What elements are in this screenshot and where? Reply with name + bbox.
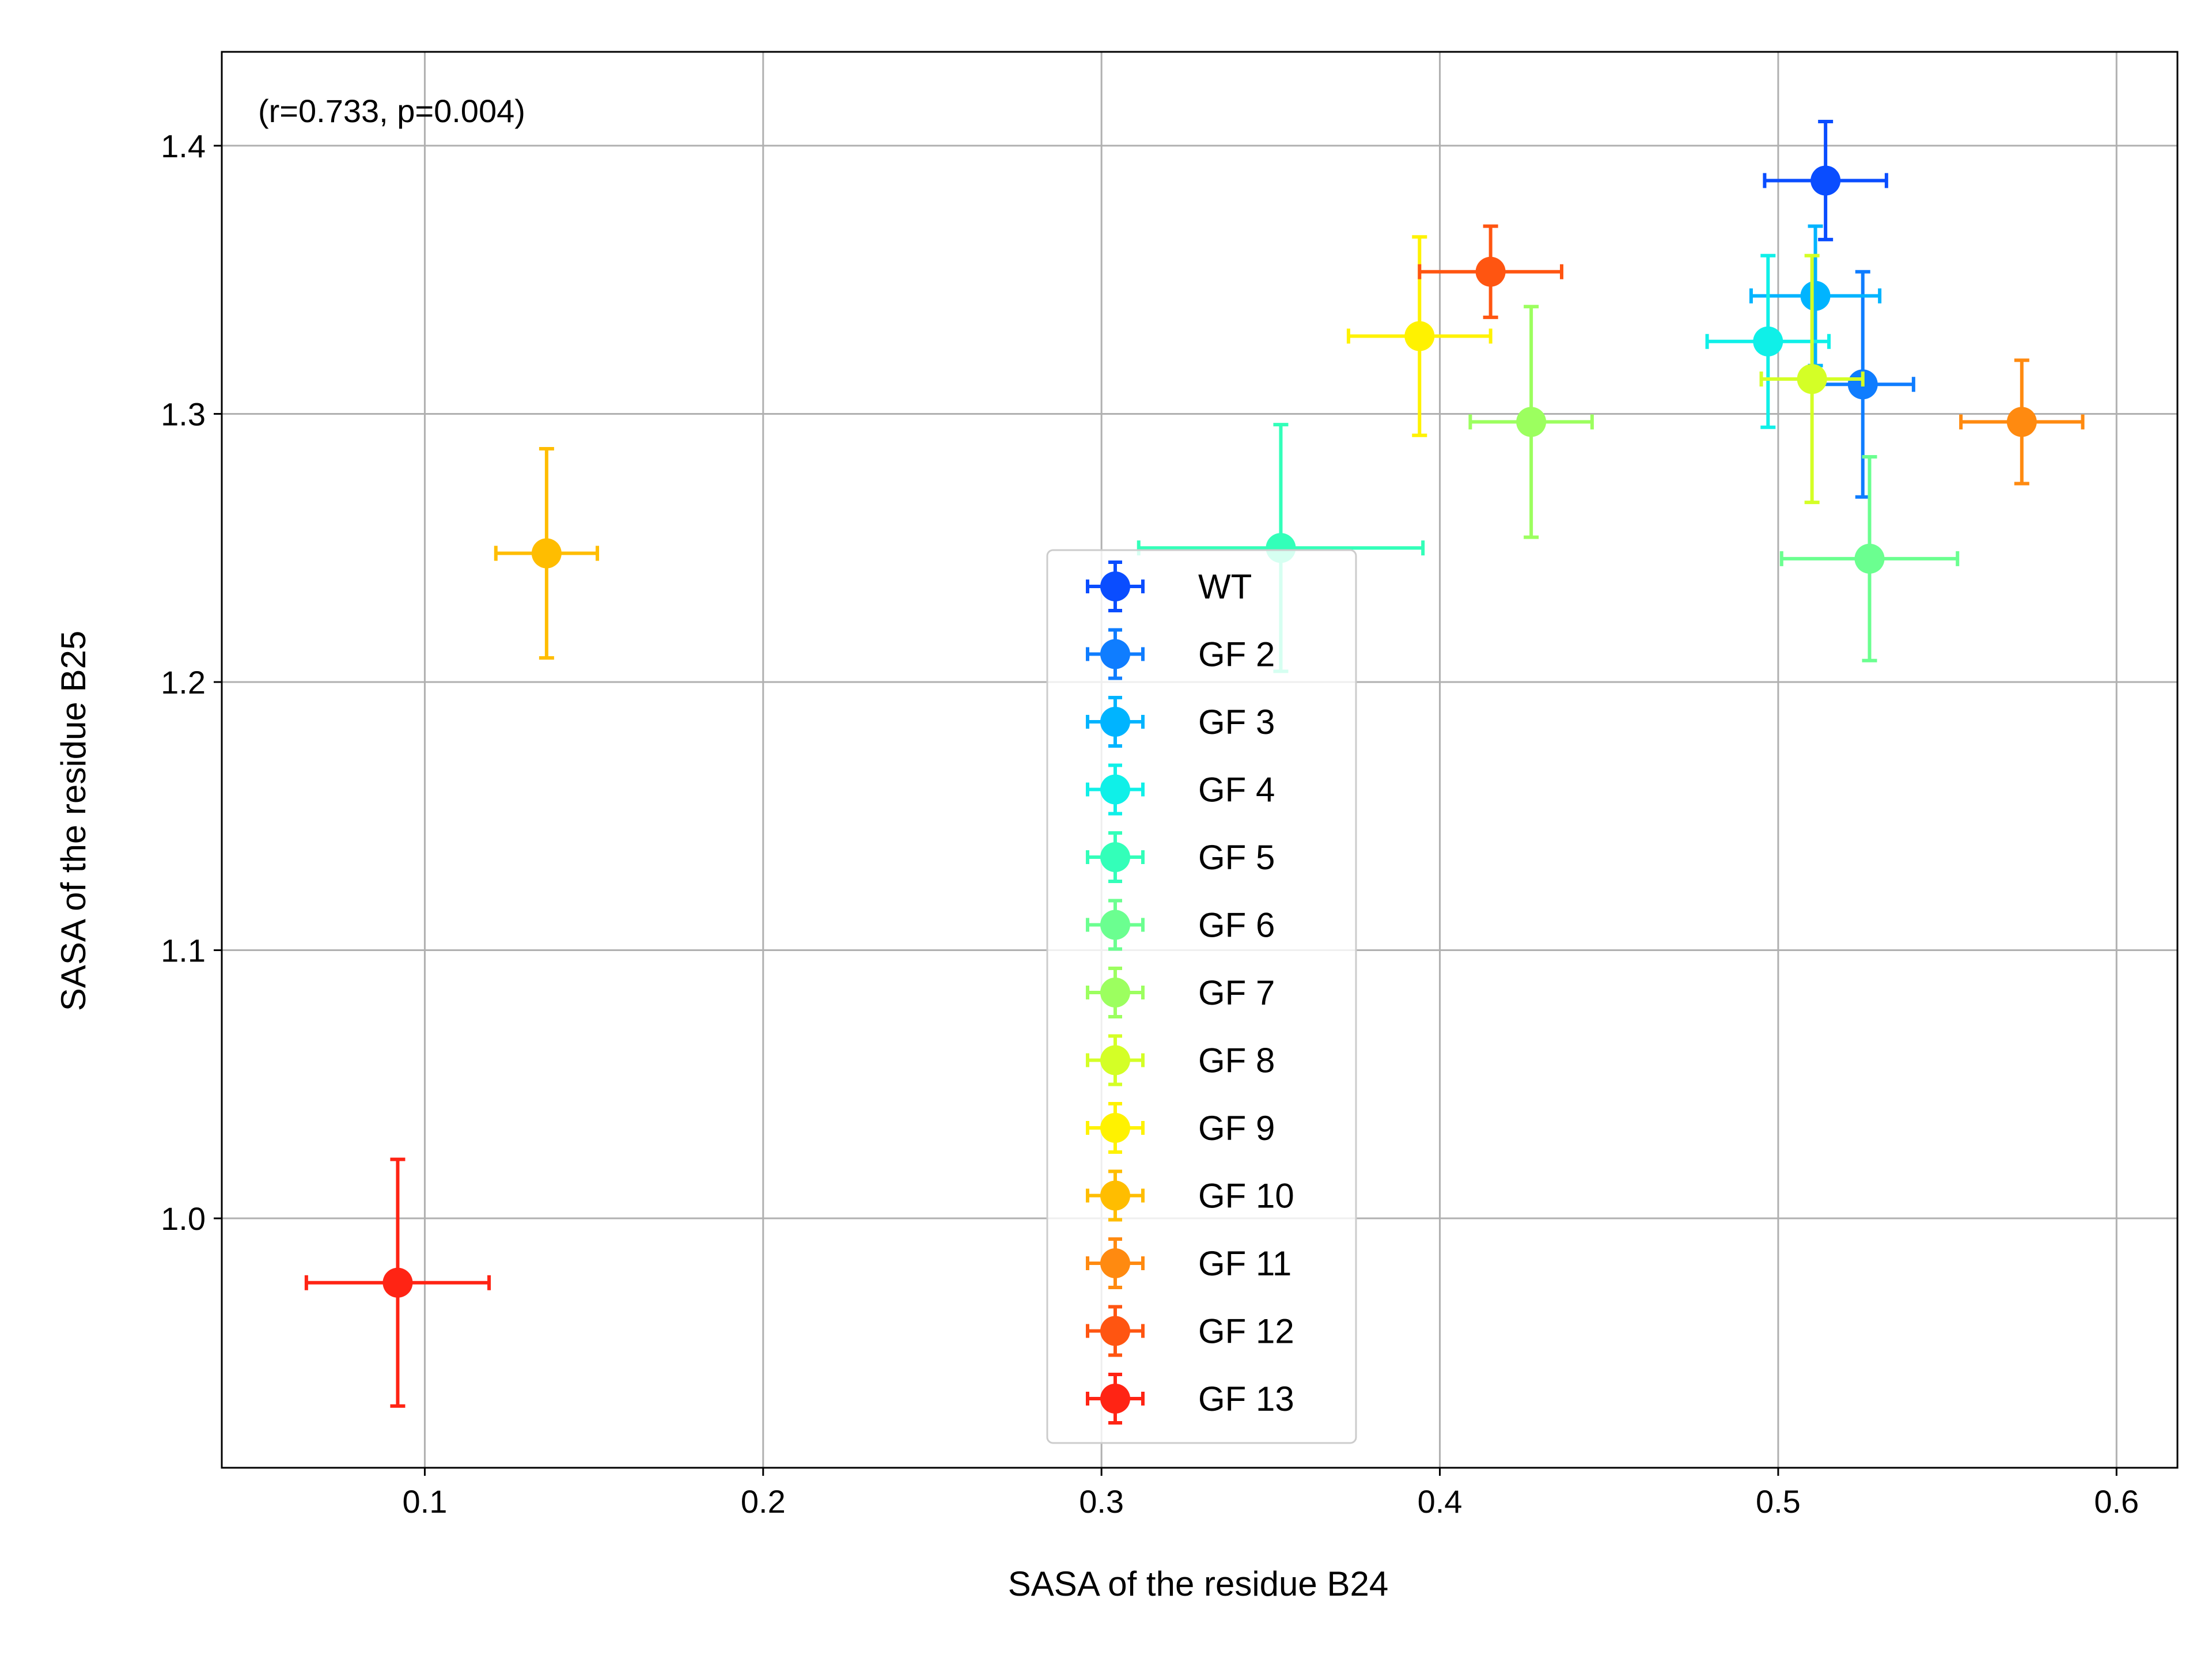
x-tick-label: 0.3 <box>1079 1483 1124 1520</box>
plot-data <box>304 120 2085 1408</box>
legend-marker <box>1100 1384 1130 1414</box>
data-point-group <box>1705 253 1831 429</box>
legend-label: GF 5 <box>1198 838 1275 877</box>
x-tick-label: 0.1 <box>402 1483 447 1520</box>
data-point-group <box>1959 358 2085 486</box>
y-tick-label: 1.4 <box>161 128 206 164</box>
data-point-group <box>1763 120 1888 241</box>
data-point-marker <box>531 538 562 569</box>
plot-frame <box>221 51 2179 1469</box>
axis-ticks: 0.1 0.2 0.3 0.4 0.5 0.6 1.0 1.1 1.2 1.3 1.4 <box>161 128 2139 1520</box>
data-point-group <box>1759 253 1865 505</box>
legend-entry: GF 3 <box>1086 696 1275 748</box>
data-point-marker <box>1475 256 1506 287</box>
data-point-group <box>494 446 599 660</box>
legend-entry: GF 4 <box>1086 763 1275 816</box>
data-point-marker <box>1753 326 1783 357</box>
legend-entry: GF 7 <box>1086 967 1275 1018</box>
data-point-group <box>1779 454 1960 662</box>
legend-label: GF 4 <box>1198 771 1275 809</box>
legend-entry: GF 5 <box>1086 831 1275 883</box>
legend-label: WT <box>1198 567 1252 606</box>
legend-entry: GF 10 <box>1086 1169 1294 1222</box>
legend-marker <box>1100 571 1130 601</box>
legend-marker <box>1100 1316 1130 1346</box>
legend-label: GF 10 <box>1198 1177 1294 1215</box>
data-point-group <box>1468 305 1594 539</box>
x-tick-label: 0.4 <box>1418 1483 1463 1520</box>
legend-entry: WT <box>1086 560 1252 612</box>
data-point-marker <box>382 1267 413 1298</box>
y-tick-label: 1.3 <box>161 396 206 432</box>
legend-marker <box>1100 707 1130 737</box>
legend-label: GF 13 <box>1198 1380 1294 1418</box>
x-tick-label: 0.2 <box>741 1483 786 1520</box>
data-point-marker <box>1810 165 1841 196</box>
legend-label: GF 7 <box>1198 974 1275 1012</box>
legend-marker <box>1100 639 1130 669</box>
legend-entry: GF 11 <box>1086 1237 1291 1289</box>
legend-marker <box>1100 1045 1130 1075</box>
legend-marker <box>1100 978 1130 1007</box>
legend-marker <box>1100 1180 1130 1211</box>
legend-marker <box>1100 1113 1130 1143</box>
x-axis-label: SASA of the residue B24 <box>1008 1565 1388 1603</box>
legend-label: GF 9 <box>1198 1109 1275 1147</box>
data-point-marker <box>1797 363 1827 394</box>
legend-label: GF 11 <box>1198 1244 1291 1283</box>
data-point-group <box>1418 224 1563 319</box>
data-point-marker <box>2006 407 2037 437</box>
data-point-marker <box>1854 543 1885 574</box>
y-tick-label: 1.0 <box>161 1200 206 1237</box>
legend-label: GF 3 <box>1198 703 1275 741</box>
legend-box <box>1046 549 1357 1444</box>
y-tick-label: 1.1 <box>161 933 206 969</box>
correlation-annotation: (r=0.733, p=0.004) <box>258 93 525 129</box>
legend-entry: GF 12 <box>1086 1305 1294 1357</box>
data-point-group <box>304 1157 491 1408</box>
legend-entry: GF 9 <box>1086 1102 1275 1154</box>
legend-entry: GF 13 <box>1086 1373 1294 1425</box>
y-axis-label: SASA of the residue B25 <box>54 631 93 1011</box>
data-point-marker <box>1516 407 1547 437</box>
legend-label: GF 8 <box>1198 1041 1275 1080</box>
legend-label: GF 6 <box>1198 906 1275 945</box>
legend-entry: GF 8 <box>1086 1034 1275 1086</box>
data-point-marker <box>1800 281 1831 311</box>
legend-entry: GF 2 <box>1086 628 1275 680</box>
legend-entry: GF 6 <box>1086 899 1275 951</box>
data-point-marker <box>1404 321 1435 351</box>
legend: WT GF 2 GF 3 GF 4 GF 5 GF 6 GF 7 GF 8 GF 9 GF 10 G… <box>1046 549 1357 1444</box>
legend-marker <box>1100 1248 1130 1278</box>
x-tick-label: 0.5 <box>1756 1483 1801 1520</box>
legend-marker <box>1100 842 1130 872</box>
legend-label: GF 2 <box>1198 635 1275 674</box>
legend-label: GF 12 <box>1198 1312 1294 1351</box>
legend-marker <box>1100 910 1130 940</box>
x-tick-label: 0.6 <box>2094 1483 2139 1520</box>
legend-marker <box>1100 774 1130 805</box>
y-tick-label: 1.2 <box>161 664 206 700</box>
